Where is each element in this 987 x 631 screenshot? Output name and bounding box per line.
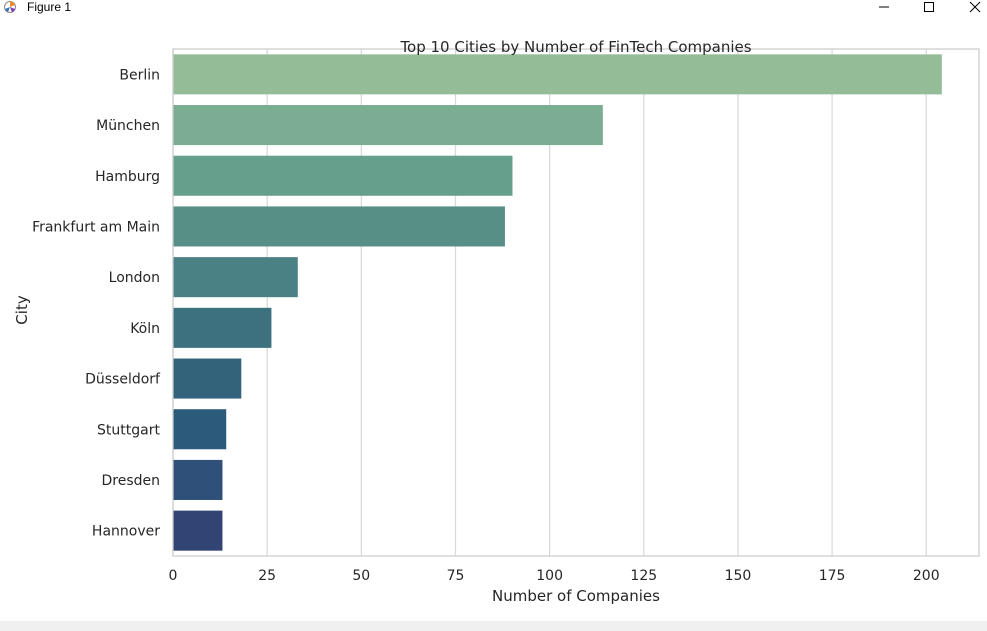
bar-london [173, 257, 298, 298]
y-tick-labels: Berlin München Hamburg Frankfurt am Main Lon… [32, 67, 161, 539]
close-button[interactable] [952, 0, 987, 14]
y-tick-label: Hamburg [95, 169, 160, 185]
status-bar [0, 621, 987, 631]
y-tick-label: Köln [130, 321, 160, 337]
x-tick-label: 75 [447, 568, 465, 584]
plot-frame [172, 48, 980, 557]
minimize-button[interactable] [861, 0, 907, 14]
x-tick-label: 150 [725, 568, 752, 584]
y-tick-label: London [109, 270, 160, 286]
x-tick-labels: 0 25 50 75 100 125 150 175 200 [169, 568, 940, 584]
x-axis-label: Number of Companies [492, 587, 660, 605]
x-tick-label: 0 [169, 568, 178, 584]
y-axis-label: City [13, 295, 31, 325]
y-tick-label: Dresden [101, 473, 160, 489]
y-tick-label: Berlin [119, 67, 160, 83]
bar-hannover [173, 510, 223, 551]
x-tick-label: 100 [536, 568, 563, 584]
matplotlib-icon [4, 1, 16, 13]
bar-münchen [173, 105, 603, 146]
bar-frankfurt-am-main [173, 206, 505, 247]
bars [173, 54, 942, 551]
x-tick-label: 175 [819, 568, 846, 584]
window-titlebar: Figure 1 [0, 0, 987, 16]
minimize-icon [879, 6, 889, 8]
y-tick-label: München [96, 118, 160, 134]
y-tick-label: Düsseldorf [85, 372, 161, 388]
maximize-button[interactable] [906, 0, 952, 14]
figure-canvas: Berlin München Hamburg Frankfurt am Main Lon… [0, 16, 987, 621]
x-tick-label: 25 [258, 568, 276, 584]
y-tick-label: Frankfurt am Main [32, 219, 160, 235]
bar-köln [173, 307, 272, 348]
bar-dresden [173, 459, 223, 500]
bar-berlin [173, 54, 942, 95]
bar-düsseldorf [173, 358, 242, 399]
window-title: Figure 1 [27, 0, 72, 14]
bar-hamburg [173, 155, 513, 196]
bar-chart: Berlin München Hamburg Frankfurt am Main Lon… [13, 38, 980, 605]
x-tick-label: 50 [352, 568, 370, 584]
maximize-icon [924, 2, 934, 12]
chart-title: Top 10 Cities by Number of FinTech Compa… [399, 38, 751, 56]
close-icon [969, 1, 981, 13]
y-tick-label: Stuttgart [97, 422, 160, 438]
x-tick-label: 200 [913, 568, 940, 584]
y-tick-label: Hannover [92, 524, 160, 540]
x-tick-label: 125 [630, 568, 657, 584]
bar-stuttgart [173, 409, 227, 450]
